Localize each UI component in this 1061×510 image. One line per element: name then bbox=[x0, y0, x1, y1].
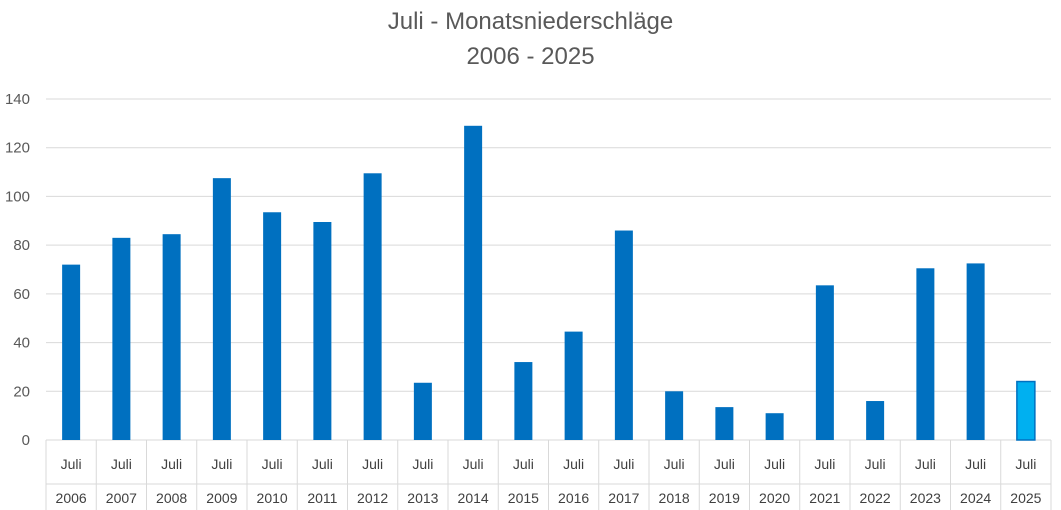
bar bbox=[514, 362, 533, 440]
x-category-label: Juli bbox=[513, 456, 534, 472]
bar bbox=[112, 237, 131, 440]
x-year-label: 2012 bbox=[357, 490, 388, 506]
bar bbox=[263, 212, 282, 440]
bar bbox=[815, 285, 834, 440]
x-category-label: Juli bbox=[161, 456, 182, 472]
x-category-label: Juli bbox=[262, 456, 283, 472]
x-category-label: Juli bbox=[664, 456, 685, 472]
bar bbox=[464, 125, 483, 441]
x-year-label: 2009 bbox=[206, 490, 237, 506]
x-year-label: 2018 bbox=[659, 490, 690, 506]
x-category-label: Juli bbox=[865, 456, 886, 472]
bar bbox=[966, 263, 985, 440]
bar bbox=[866, 401, 885, 440]
x-year-label: 2008 bbox=[156, 490, 187, 506]
x-year-label: 2023 bbox=[910, 490, 941, 506]
bar bbox=[916, 268, 935, 440]
bar bbox=[212, 178, 231, 441]
bar bbox=[614, 230, 633, 440]
x-category-label: Juli bbox=[965, 456, 986, 472]
x-category-label: Juli bbox=[915, 456, 936, 472]
y-tick-label: 100 bbox=[5, 188, 30, 205]
x-category-label: Juli bbox=[211, 456, 232, 472]
y-tick-label: 20 bbox=[13, 383, 30, 400]
x-category-label: Juli bbox=[362, 456, 383, 472]
bar bbox=[1016, 380, 1036, 441]
x-category-label: Juli bbox=[1015, 456, 1036, 472]
x-year-label: 2015 bbox=[508, 490, 539, 506]
x-year-label: 2025 bbox=[1010, 490, 1041, 506]
bar bbox=[665, 391, 684, 440]
x-year-label: 2007 bbox=[106, 490, 137, 506]
x-category-label: Juli bbox=[312, 456, 333, 472]
bar bbox=[715, 407, 734, 440]
y-tick-label: 140 bbox=[5, 91, 30, 108]
x-year-label: 2014 bbox=[458, 490, 489, 506]
bar bbox=[363, 173, 382, 440]
y-tick-label: 0 bbox=[22, 432, 30, 449]
x-year-label: 2019 bbox=[709, 490, 740, 506]
x-year-label: 2011 bbox=[307, 490, 337, 506]
x-year-label: 2020 bbox=[759, 490, 790, 506]
chart-subtitle: 2006 - 2025 bbox=[466, 43, 595, 70]
bar bbox=[564, 331, 583, 440]
bar bbox=[62, 264, 81, 440]
y-tick-label: 80 bbox=[13, 237, 30, 254]
x-category-label: Juli bbox=[111, 456, 132, 472]
x-category-label: Juli bbox=[814, 456, 835, 472]
x-category-label: Juli bbox=[563, 456, 584, 472]
x-category-label: Juli bbox=[412, 456, 433, 472]
bar bbox=[313, 222, 332, 440]
x-year-label: 2021 bbox=[809, 490, 840, 506]
x-category-label: Juli bbox=[463, 456, 484, 472]
x-category-label: Juli bbox=[613, 456, 634, 472]
x-year-label: 2016 bbox=[558, 490, 589, 506]
x-year-label: 2013 bbox=[407, 490, 438, 506]
x-category-label: Juli bbox=[764, 456, 785, 472]
x-year-label: 2017 bbox=[608, 490, 639, 506]
chart-title: Juli - Monatsniederschläge bbox=[387, 8, 674, 35]
y-tick-label: 120 bbox=[5, 140, 30, 157]
x-year-label: 2022 bbox=[860, 490, 891, 506]
x-year-label: 2010 bbox=[257, 490, 288, 506]
bar bbox=[413, 382, 432, 440]
y-tick-label: 60 bbox=[13, 286, 30, 303]
x-category-label: Juli bbox=[714, 456, 735, 472]
bar bbox=[765, 413, 784, 440]
x-year-label: 2024 bbox=[960, 490, 991, 506]
x-year-label: 2006 bbox=[56, 490, 87, 506]
x-category-label: Juli bbox=[61, 456, 82, 472]
y-tick-label: 40 bbox=[13, 335, 30, 352]
bar bbox=[162, 234, 181, 440]
